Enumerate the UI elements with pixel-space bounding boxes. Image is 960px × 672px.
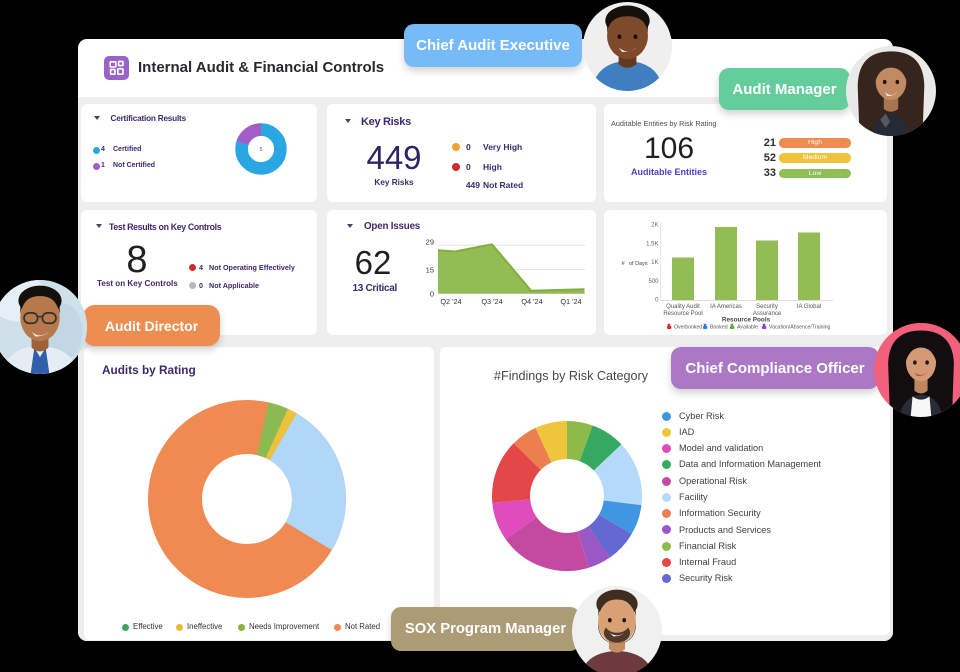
svg-text:Resource Pool: Resource Pool: [663, 311, 702, 317]
svg-text:2K: 2K: [651, 223, 658, 229]
svg-text:29: 29: [426, 238, 434, 247]
svg-text:1K: 1K: [651, 260, 658, 266]
svg-text:Available: Available: [737, 325, 758, 331]
svg-text:Q3 '24: Q3 '24: [481, 297, 502, 306]
svg-text:Security: Security: [756, 304, 778, 310]
svg-text:IA Americas: IA Americas: [710, 304, 742, 310]
svg-text:0: 0: [430, 290, 434, 299]
svg-text:500: 500: [648, 279, 659, 285]
svg-text:Assurance: Assurance: [753, 311, 782, 317]
svg-text:IA Global: IA Global: [797, 304, 821, 310]
svg-text:Booked: Booked: [710, 325, 728, 331]
svg-text:#: #: [622, 261, 626, 267]
svg-text:1.5K: 1.5K: [646, 241, 658, 247]
svg-text:Q1 '24: Q1 '24: [560, 297, 581, 306]
svg-text:Overbooked: Overbooked: [674, 325, 702, 331]
svg-text:Vacation/Absence/Training: Vacation/Absence/Training: [769, 325, 831, 331]
svg-text:Q2 '24: Q2 '24: [440, 297, 461, 306]
svg-text:of Days: of Days: [629, 261, 648, 267]
svg-text:15: 15: [426, 266, 434, 275]
svg-text:5: 5: [260, 147, 263, 153]
svg-text:Resource Pools: Resource Pools: [722, 317, 771, 324]
svg-text:Q4 '24: Q4 '24: [521, 297, 542, 306]
svg-text:0: 0: [655, 298, 659, 304]
svg-text:Quality Audit: Quality Audit: [666, 304, 700, 310]
